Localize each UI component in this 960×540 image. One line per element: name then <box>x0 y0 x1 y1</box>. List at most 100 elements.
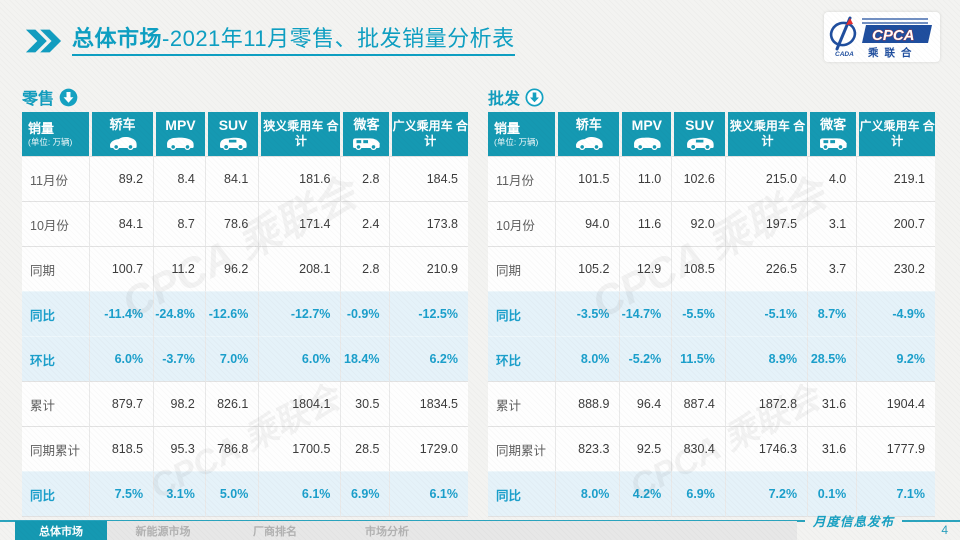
page-title-bold: 总体市场 <box>72 26 163 51</box>
publish-label: 月度信息发布 <box>812 514 894 529</box>
column-header-suv: SUV <box>671 112 725 156</box>
row-label: 累计 <box>488 381 556 426</box>
cell-value: -0.9% <box>340 291 390 336</box>
svg-text:乘联合: 乘联合 <box>867 46 918 59</box>
cpca-logo: CADA CPCA 乘联合 <box>824 12 940 62</box>
cell-value: 102.6 <box>671 156 725 201</box>
page-title-rest: -2021年11月零售、批发销量分析表 <box>162 26 515 51</box>
column-header-broad-pv: 广义乘用车 合计 <box>856 112 935 156</box>
cell-value: 78.6 <box>204 201 259 246</box>
cell-value: 98.2 <box>153 381 205 426</box>
row-label: 10月份 <box>488 201 556 246</box>
row-label: 同期累计 <box>22 426 89 471</box>
suv-icon <box>220 137 247 151</box>
download-arrow-outline-icon <box>525 87 544 107</box>
cell-value: 6.0% <box>258 336 341 381</box>
table-row: 11月份 101.5 11.0 102.6 215.0 4.0 219.1 <box>488 156 935 201</box>
column-header-broad-pv: 广义乘用车 合计 <box>389 112 468 156</box>
cell-value: 2.4 <box>340 201 390 246</box>
cell-value: -4.9% <box>856 291 935 336</box>
cell-value: 30.5 <box>340 381 390 426</box>
cell-value: 200.7 <box>856 201 935 246</box>
table-row: 同期 100.7 11.2 96.2 208.1 2.8 210.9 <box>22 246 468 291</box>
car-icon <box>575 136 603 150</box>
column-header-suv: SUV <box>204 112 259 156</box>
row-label: 环比 <box>22 336 89 381</box>
cell-value: -12.7% <box>258 291 341 336</box>
retail-label: 零售 <box>22 91 55 108</box>
cell-value: 1872.8 <box>724 381 808 426</box>
cell-value: 1834.5 <box>389 381 468 426</box>
cell-value: 3.7 <box>807 246 857 291</box>
column-header-narrow-pv: 狭义乘用车 合计 <box>724 112 808 156</box>
row-label: 累计 <box>22 381 89 426</box>
cell-value: 1700.5 <box>258 426 341 471</box>
cell-value: 3.1% <box>153 471 205 517</box>
svg-text:CADA: CADA <box>835 51 854 58</box>
cell-value: 230.2 <box>856 246 935 291</box>
table-row: 同期 105.2 12.9 108.5 226.5 3.7 230.2 <box>488 246 935 291</box>
table-row: 环比 8.0% -5.2% 11.5% 8.9% 28.5% 9.2% <box>488 336 935 381</box>
cell-value: 4.2% <box>619 471 672 517</box>
cell-value: 12.9 <box>619 246 672 291</box>
cell-value: 210.9 <box>389 246 468 291</box>
cell-value: 2.8 <box>340 156 390 201</box>
tab-nev-market[interactable]: 新能源市场 <box>135 525 191 538</box>
van-icon <box>353 138 381 150</box>
cell-value: 197.5 <box>724 201 808 246</box>
cell-value: -12.5% <box>389 291 468 336</box>
column-header-narrow-pv: 狭义乘用车 合计 <box>258 112 341 156</box>
cell-value: 100.7 <box>88 246 154 291</box>
cell-value: 6.1% <box>258 471 341 517</box>
row-label: 同期 <box>488 246 556 291</box>
column-header-microvan: 微客 <box>340 112 390 156</box>
page-title-row: 总体市场-2021年11月零售、批发销量分析表 <box>24 26 515 57</box>
cell-value: 879.7 <box>88 381 154 426</box>
cell-value: -5.2% <box>619 336 672 381</box>
footer-rule-right <box>902 519 960 522</box>
table-row: 累计 888.9 96.4 887.4 1872.8 31.6 1904.4 <box>488 381 935 426</box>
car-icon <box>109 136 137 150</box>
cell-value: -5.1% <box>724 291 808 336</box>
table-row: 同比 -11.4% -24.8% -12.6% -12.7% -0.9% -12.5% <box>22 291 468 336</box>
cell-value: 830.4 <box>671 426 725 471</box>
cell-value: -3.7% <box>153 336 205 381</box>
cell-value: 6.0% <box>88 336 154 381</box>
cell-value: 826.1 <box>204 381 259 426</box>
cell-value: 89.2 <box>88 156 154 201</box>
cell-value: 184.5 <box>389 156 468 201</box>
cell-value: 28.5 <box>340 426 390 471</box>
mpv-icon <box>167 137 195 151</box>
cell-value: 96.2 <box>204 246 259 291</box>
tab-manufacturer-ranking[interactable]: 厂商排名 <box>253 525 297 538</box>
page-number: 4 <box>941 523 948 537</box>
retail-table: 销量 (单位: 万辆) 轿车 MPV SUV 狭义乘用车 合计 微客 广义乘用车 … <box>22 112 468 517</box>
van-icon <box>820 138 847 150</box>
cell-value: 1904.4 <box>856 381 935 426</box>
cell-value: 95.3 <box>153 426 205 471</box>
cell-value: 7.1% <box>856 471 935 517</box>
cell-value: 8.7% <box>807 291 857 336</box>
cell-value: 1804.1 <box>258 381 341 426</box>
cell-value: 105.2 <box>555 246 620 291</box>
cell-value: 31.6 <box>807 426 857 471</box>
column-header-sedan: 轿车 <box>555 112 620 156</box>
cell-value: 11.0 <box>619 156 672 201</box>
cell-value: 7.5% <box>88 471 154 517</box>
row-label: 11月份 <box>488 156 556 201</box>
row-label: 同比 <box>22 471 89 517</box>
cell-value: -11.4% <box>88 291 154 336</box>
table-row: 同比 -3.5% -14.7% -5.5% -5.1% 8.7% -4.9% <box>488 291 935 336</box>
tab-overall-market[interactable]: 总体市场 <box>15 521 107 540</box>
tab-market-analysis[interactable]: 市场分析 <box>365 525 409 538</box>
table-row: 10月份 94.0 11.6 92.0 197.5 3.1 200.7 <box>488 201 935 246</box>
row-label: 环比 <box>488 336 556 381</box>
row-label: 10月份 <box>22 201 89 246</box>
cell-value: 0.1% <box>807 471 857 517</box>
table-row: 11月份 89.2 8.4 84.1 181.6 2.8 184.5 <box>22 156 468 201</box>
cell-value: 96.4 <box>619 381 672 426</box>
table-row: 同期累计 823.3 92.5 830.4 1746.3 31.6 1777.9 <box>488 426 935 471</box>
cell-value: 108.5 <box>671 246 725 291</box>
cell-value: 215.0 <box>724 156 808 201</box>
